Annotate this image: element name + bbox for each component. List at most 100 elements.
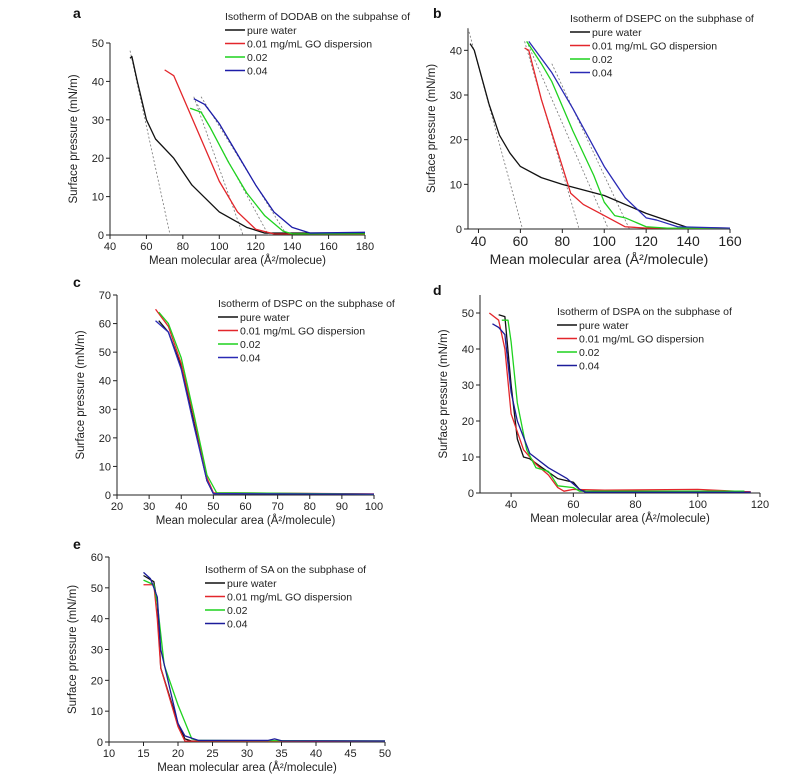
panel-letter: c	[73, 274, 81, 290]
legend-label: 0.02	[240, 339, 261, 351]
legend-title: Isotherm of SA on the subphase of	[205, 564, 366, 576]
x-tick-label: 20	[111, 501, 123, 513]
x-tick-label: 100	[689, 499, 707, 511]
y-tick-label: 10	[462, 452, 474, 464]
legend-label: pure water	[227, 578, 277, 590]
x-tick-label: 40	[175, 501, 187, 513]
x-tick-label: 80	[177, 241, 189, 253]
legend-title: Isotherm of DSPA on the subphase of	[557, 306, 732, 318]
panel-letter: e	[73, 536, 81, 552]
panel-c: c20 30 40 50 60 70 80 90 100010203040506070Mean …	[73, 274, 395, 527]
x-tick-label: 100	[365, 501, 383, 513]
y-tick-label: 50	[99, 347, 111, 359]
extrapolation-line	[467, 27, 523, 230]
x-tick-label: 90	[336, 501, 348, 513]
y-tick-label: 20	[99, 433, 111, 445]
y-tick-label: 30	[450, 90, 462, 102]
x-tick-label: 120	[247, 241, 265, 253]
x-tick-label: 120	[634, 233, 658, 249]
x-axis-label: Mean molecular area (Å²/molecue)	[149, 254, 326, 267]
legend-label: pure water	[592, 27, 642, 39]
y-tick-label: 40	[91, 614, 103, 626]
y-tick-label: 0	[98, 230, 104, 242]
x-tick-label: 20	[172, 748, 184, 760]
x-axis-label: Mean molecular area (Å²/molecule)	[530, 512, 710, 525]
y-tick-label: 30	[462, 380, 474, 392]
x-tick-label: 40	[104, 241, 116, 253]
x-tick-label: 10	[103, 748, 115, 760]
extrapolation-line	[193, 96, 244, 236]
x-tick-label: 35	[275, 748, 287, 760]
y-tick-label: 40	[92, 76, 104, 88]
x-axis-label: Mean molecular area (Å²/molecule)	[156, 514, 336, 527]
x-tick-label: 80	[555, 233, 571, 249]
extrapolation-line	[551, 63, 630, 230]
legend-label: 0.01 mg/mL GO dispersion	[579, 334, 704, 346]
y-tick-label: 0	[105, 490, 111, 502]
legend-label: 0.01 mg/mL GO dispersion	[592, 41, 717, 53]
x-tick-label: 160	[319, 241, 337, 253]
legend: Isotherm of SA on the subphase of pure wa…	[205, 564, 366, 631]
series-line-0	[469, 43, 731, 229]
y-axis-label: Surface pressure (mN/m)	[67, 585, 79, 714]
panel-letter: d	[433, 282, 442, 298]
y-tick-label: 30	[99, 404, 111, 416]
y-tick-label: 40	[450, 45, 462, 57]
legend-label: 0.02	[227, 605, 248, 617]
y-tick-label: 10	[99, 461, 111, 473]
legend-label: 0.04	[227, 619, 248, 631]
x-tick-label: 60	[140, 241, 152, 253]
series-line-2	[501, 319, 745, 492]
x-tick-label: 30	[143, 501, 155, 513]
x-tick-label: 60	[567, 499, 579, 511]
y-tick-label: 20	[462, 416, 474, 428]
x-tick-label: 100	[593, 233, 617, 249]
series-line-1	[524, 47, 730, 229]
legend-label: pure water	[247, 25, 297, 37]
legend-label: 0.02	[592, 54, 613, 66]
panel-a: a 40 60 80 100 120 140 160 180 0 10 20 30 40 50 Mean mo…	[68, 5, 410, 267]
legend: Isotherm of DSPA on the subphase of pure …	[557, 306, 732, 373]
legend-label: pure water	[579, 320, 629, 332]
series-line-2	[189, 107, 365, 235]
legend-label: 0.04	[240, 353, 261, 365]
legend: Isotherm of DSPC on the subphase of pure …	[218, 298, 395, 365]
y-tick-label: 50	[91, 583, 103, 595]
y-tick-label: 40	[99, 376, 111, 388]
y-tick-label: 30	[92, 115, 104, 127]
series-line-2	[526, 41, 730, 229]
x-tick-label: 50	[207, 501, 219, 513]
x-tick-label: 80	[629, 499, 641, 511]
legend-label: 0.01 mg/mL GO dispersion	[247, 39, 372, 51]
series-line-1	[164, 69, 366, 235]
series-line-3	[193, 98, 366, 234]
legend-label: 0.02	[579, 347, 600, 359]
x-tick-label: 15	[137, 748, 149, 760]
y-axis-label: Surface pressure (mN/m)	[75, 330, 87, 459]
y-tick-label: 50	[92, 38, 104, 50]
legend-label: 0.04	[247, 66, 268, 78]
x-tick-label: 180	[356, 241, 374, 253]
y-axis-label: Surface pressure (mN/m)	[68, 74, 80, 203]
extrapolation-line	[524, 41, 580, 230]
legend-label: 0.04	[592, 68, 613, 80]
y-tick-label: 60	[91, 552, 103, 564]
legend: Isotherm of DODAB on the subpahse of pure…	[225, 11, 410, 78]
x-tick-label: 100	[210, 241, 228, 253]
y-tick-label: 10	[450, 179, 462, 191]
x-tick-label: 120	[751, 499, 769, 511]
x-tick-label: 80	[304, 501, 316, 513]
y-tick-label: 70	[99, 290, 111, 302]
series-line-1	[488, 312, 751, 493]
legend-label: 0.01 mg/mL GO dispersion	[240, 326, 365, 338]
series-line-3	[155, 320, 375, 495]
y-tick-label: 20	[92, 153, 104, 165]
series-line-2	[143, 579, 386, 742]
legend-label: 0.04	[579, 361, 600, 373]
legend-title: Isotherm of DODAB on the subpahse of	[225, 11, 410, 23]
y-axis-label: Surface pressure (mN/m)	[426, 64, 438, 193]
x-tick-label: 40	[310, 748, 322, 760]
